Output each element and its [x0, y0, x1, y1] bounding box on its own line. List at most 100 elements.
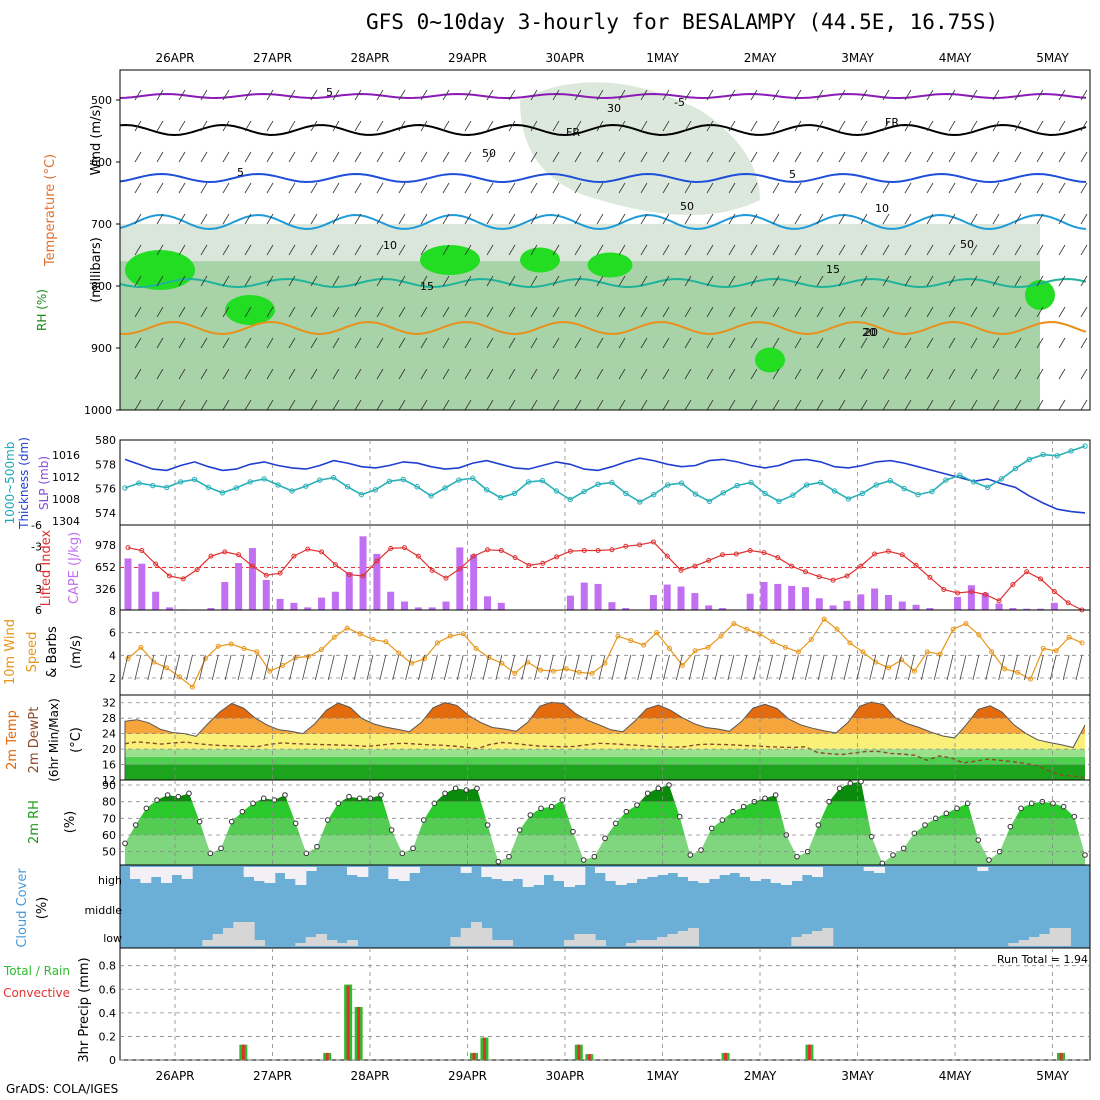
rh-point [506, 853, 512, 860]
wind-barb [816, 89, 824, 101]
precip-convective-bar [587, 1054, 591, 1060]
wind-barb-10m [972, 654, 980, 681]
cloud-high-bar [688, 867, 699, 881]
wind-point [821, 616, 827, 622]
slp-point [539, 477, 546, 484]
wind-barb [772, 151, 780, 163]
slp-point [581, 488, 587, 495]
thickness-slp-panel: 580 578 576 574 1016 1012 1008 1304 [52, 434, 1091, 528]
slp-point [1026, 456, 1033, 463]
lifted-tick: -3 [31, 540, 42, 553]
wind-barb [750, 120, 758, 132]
wind-barb [816, 337, 824, 349]
wind-barb [310, 182, 318, 194]
wind-barb [750, 244, 758, 256]
wind-barb [574, 337, 582, 349]
wind-barb [860, 182, 868, 194]
cloud-low-bar [316, 934, 327, 946]
wind-point [280, 663, 286, 669]
wind-barb [200, 337, 208, 349]
rh-point [356, 795, 363, 802]
wind-barb-10m [598, 654, 606, 681]
wind-barb [288, 151, 296, 163]
wind-barb [992, 213, 1000, 225]
wind-barb [310, 213, 318, 225]
wind-barb [860, 399, 868, 411]
cape-bar [262, 580, 270, 610]
rh-point [154, 797, 160, 803]
cloud-low-bar [812, 931, 823, 946]
rh-point [314, 843, 320, 850]
wind-barb [618, 182, 626, 194]
wind-point [692, 648, 698, 654]
cloud-high-bar [460, 867, 472, 873]
slp-point [873, 482, 880, 488]
cloud-low-bar [254, 940, 265, 946]
wind-point [576, 669, 582, 675]
cloud-high-bar [388, 867, 400, 879]
wind-point [615, 633, 621, 639]
rh-point [900, 845, 907, 852]
temp-contour-15 [119, 277, 1087, 289]
slp-point [998, 476, 1005, 482]
rh-tick: 60 [102, 829, 116, 842]
wind-barb [1014, 244, 1022, 256]
cloud-low-bar [574, 934, 586, 946]
wind-barb [596, 151, 604, 163]
cloud-high-bar [750, 867, 761, 881]
wind-barb [992, 182, 1000, 194]
wind-barb-10m [456, 654, 464, 681]
wind-barb [816, 306, 824, 318]
cape-bar [318, 597, 326, 610]
slp-tick: 1304 [52, 515, 80, 528]
cloud-low-bar [636, 940, 648, 946]
wind-barb [1014, 399, 1022, 411]
wind-barb [574, 244, 582, 256]
wind-barb [332, 337, 340, 349]
wind-barb [310, 151, 318, 163]
wind-barb [156, 337, 164, 349]
wind-barb [1058, 368, 1066, 380]
rh-tick: 90 [102, 779, 116, 792]
wind-barb [1080, 337, 1088, 349]
rh-high-blob [587, 252, 633, 278]
cloud-high-bar [677, 867, 689, 877]
wind-barb-10m [663, 654, 670, 681]
precip-convective-bar [241, 1044, 245, 1060]
wind-barb [420, 306, 428, 318]
wind-barb [222, 151, 230, 163]
precip-convective-bar [357, 1006, 361, 1060]
rh-point [1018, 805, 1024, 812]
date-label-bottom: 30APR [545, 1069, 584, 1083]
precip-label-1: Total / Rain [3, 964, 70, 978]
wind-barb [464, 213, 472, 225]
cloud-high-bar [264, 867, 276, 883]
cape-bar [884, 595, 892, 610]
wind-frame [119, 609, 1091, 696]
temp-tick: 20 [102, 743, 116, 756]
wind-barb [772, 337, 780, 349]
lifted-index-cape-panel: -6 -3 0 3 6 978 652 326 8 [31, 519, 1091, 618]
wind-barb-10m [843, 654, 851, 681]
wind-barb [948, 151, 956, 163]
wind-barb-10m [160, 654, 168, 681]
cape-bar [470, 554, 478, 610]
wind-barb [882, 244, 890, 256]
cape-bar [649, 595, 657, 610]
wind-barb [354, 244, 362, 256]
wind-barb [134, 89, 142, 101]
wind-point [164, 665, 170, 671]
cloud-high-bar [564, 867, 575, 887]
wind-barb [1080, 399, 1088, 411]
wind-point [1079, 640, 1085, 646]
rh-point [239, 808, 246, 815]
date-label-bottom: 3MAY [841, 1069, 874, 1083]
cloud-low-bar [471, 922, 482, 946]
wind-barb-10m [224, 654, 232, 681]
wind-barb [244, 368, 252, 380]
cloud-high-bar [161, 867, 172, 883]
lifted-tick: 6 [35, 604, 42, 617]
wind-barb [310, 89, 318, 101]
lifted-point [858, 563, 864, 569]
cloud-high-bar [243, 867, 255, 877]
